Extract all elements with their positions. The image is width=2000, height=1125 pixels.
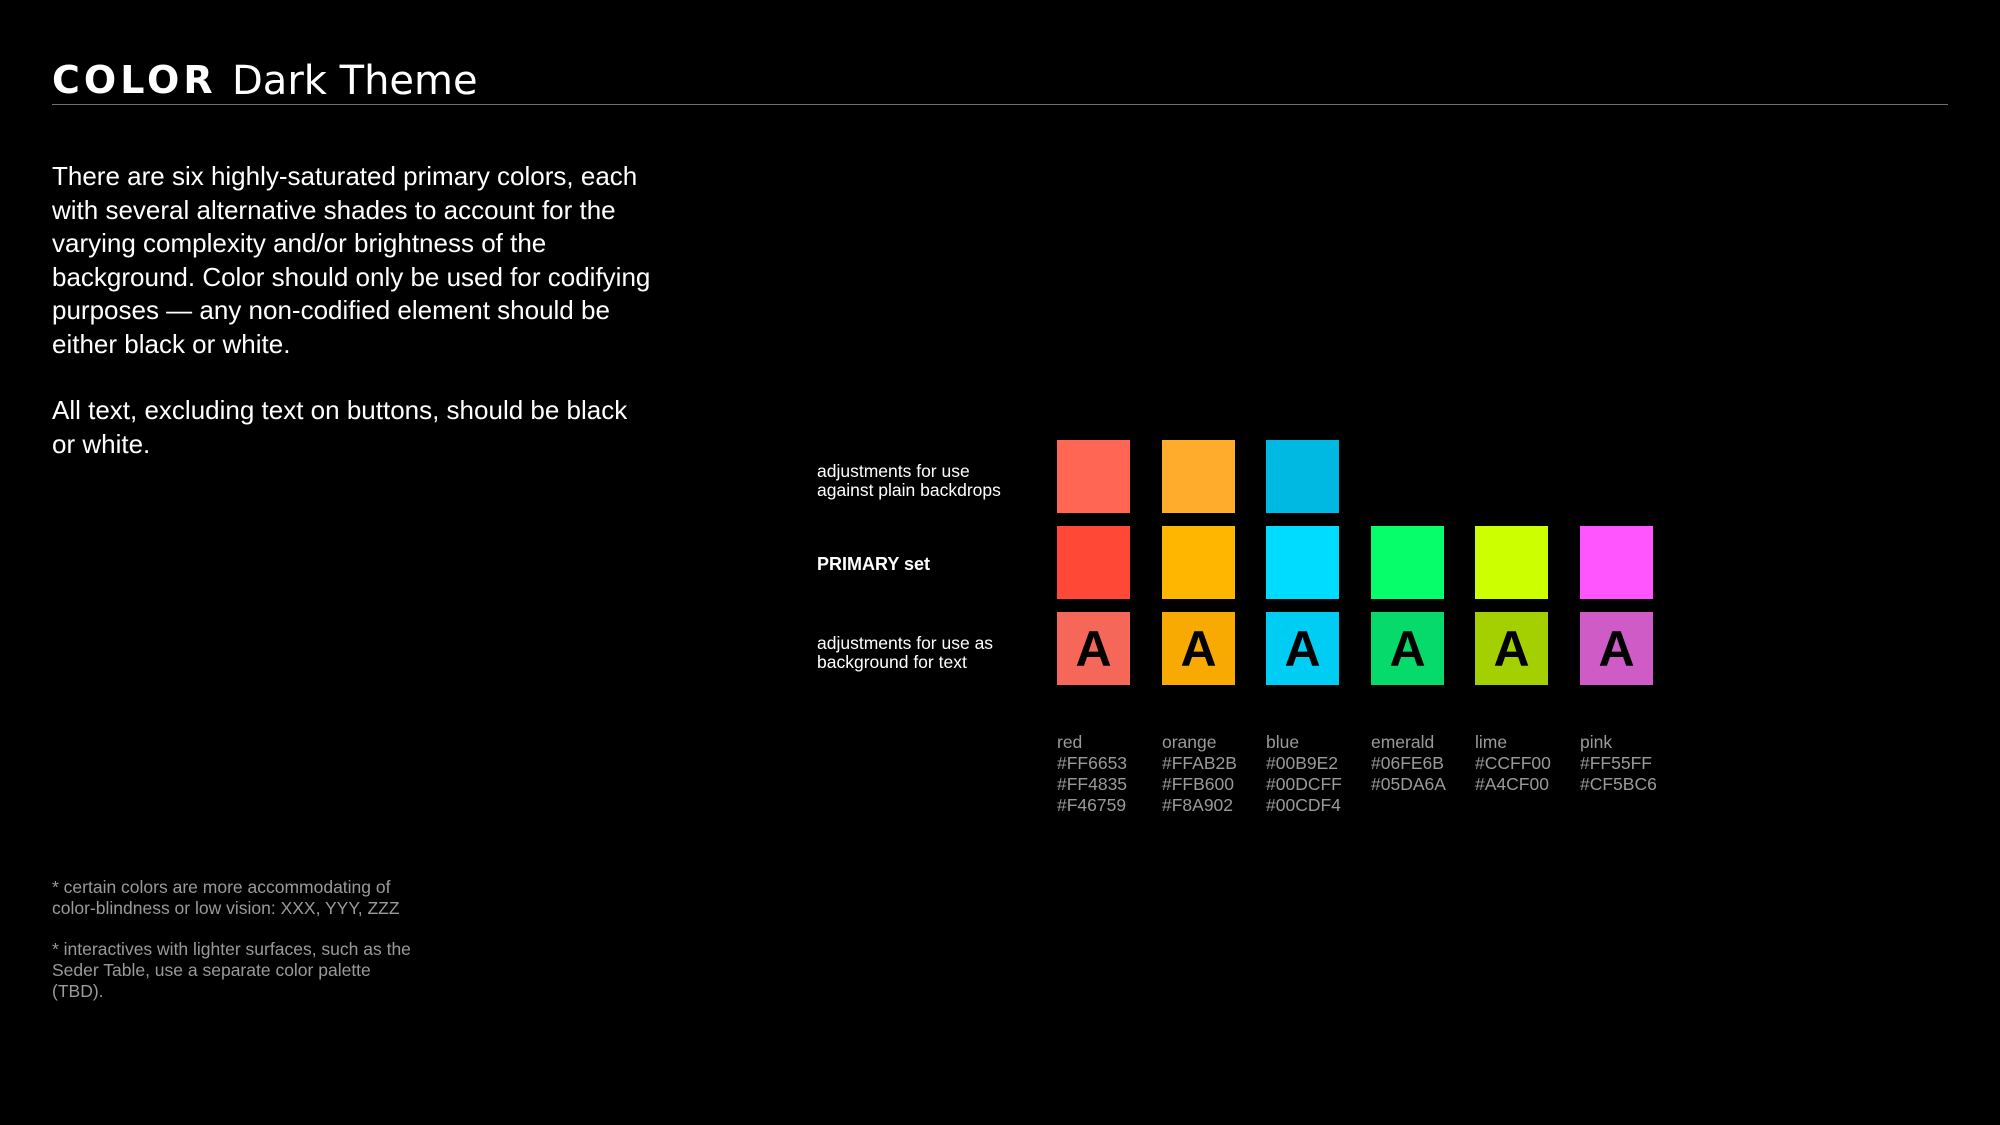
hex-plain: #FF6653 bbox=[1057, 753, 1128, 773]
footnotes: * certain colors are more accommodating … bbox=[52, 877, 412, 1022]
hex-text-bg: #F8A902 bbox=[1162, 795, 1234, 815]
emerald-color-info: emerald #06FE6B #05DA6A bbox=[1371, 732, 1471, 795]
sample-text-glyph: A bbox=[1075, 620, 1112, 677]
hex-primary: #06FE6B bbox=[1371, 753, 1444, 773]
section-subtitle: Dark Theme bbox=[232, 58, 478, 104]
orange-text-bg-swatch: A bbox=[1162, 612, 1235, 685]
hex-primary: #FFB600 bbox=[1162, 774, 1234, 794]
hex-text-bg: #05DA6A bbox=[1371, 774, 1446, 794]
red-color-info: red #FF6653 #FF4835 #F46759 bbox=[1057, 732, 1157, 816]
sample-text-glyph: A bbox=[1180, 620, 1217, 677]
color-name: emerald bbox=[1371, 732, 1435, 752]
orange-primary-swatch bbox=[1162, 526, 1235, 599]
blue-color-info: blue #00B9E2 #00DCFF #00CDF4 bbox=[1266, 732, 1366, 816]
sample-text-glyph: A bbox=[1389, 620, 1426, 677]
red-text-bg-swatch: A bbox=[1057, 612, 1130, 685]
footnote-2: * interactives with lighter surfaces, su… bbox=[52, 939, 411, 1001]
lime-text-bg-swatch: A bbox=[1475, 612, 1548, 685]
color-name: red bbox=[1057, 732, 1083, 752]
sample-text-glyph: A bbox=[1493, 620, 1530, 677]
hex-primary: #FF55FF bbox=[1580, 753, 1652, 773]
intro-paragraph-1: There are six highly-saturated primary c… bbox=[52, 161, 651, 359]
blue-plain-swatch bbox=[1266, 440, 1339, 513]
hex-text-bg: #CF5BC6 bbox=[1580, 774, 1657, 794]
row-label-text-line-2: background for text bbox=[817, 652, 967, 672]
row-label-primary-set: PRIMARY set bbox=[817, 554, 931, 574]
orange-color-info: orange #FFAB2B #FFB600 #F8A902 bbox=[1162, 732, 1262, 816]
row-label-plain-line-1: adjustments for use bbox=[817, 461, 970, 481]
color-name: pink bbox=[1580, 732, 1613, 752]
row-label-text-line-1: adjustments for use as bbox=[817, 633, 994, 653]
orange-plain-swatch bbox=[1162, 440, 1235, 513]
hex-plain: #FFAB2B bbox=[1162, 753, 1237, 773]
row-label-plain-line-2: against plain backdrops bbox=[817, 480, 1001, 500]
section-title: COLOR bbox=[52, 58, 217, 102]
pink-color-info: pink #FF55FF #CF5BC6 bbox=[1580, 732, 1680, 795]
pink-text-bg-swatch: A bbox=[1580, 612, 1653, 685]
emerald-text-bg-swatch: A bbox=[1371, 612, 1444, 685]
hex-primary: #00DCFF bbox=[1266, 774, 1342, 794]
header-divider bbox=[52, 104, 1948, 105]
blue-primary-swatch bbox=[1266, 526, 1339, 599]
color-name: orange bbox=[1162, 732, 1217, 752]
red-plain-swatch bbox=[1057, 440, 1130, 513]
color-name: blue bbox=[1266, 732, 1300, 752]
color-name: lime bbox=[1475, 732, 1508, 752]
sample-text-glyph: A bbox=[1598, 620, 1635, 677]
hex-text-bg: #00CDF4 bbox=[1266, 795, 1341, 815]
intro-text: There are six highly-saturated primary c… bbox=[52, 160, 652, 494]
lime-primary-swatch bbox=[1475, 526, 1548, 599]
intro-paragraph-2: All text, excluding text on buttons, sho… bbox=[52, 395, 628, 459]
row-label-plain-backdrops: adjustments for use against plain backdr… bbox=[817, 462, 1057, 500]
hex-plain: #00B9E2 bbox=[1266, 753, 1339, 773]
hex-primary: #FF4835 bbox=[1057, 774, 1128, 794]
sample-text-glyph: A bbox=[1284, 620, 1321, 677]
emerald-primary-swatch bbox=[1371, 526, 1444, 599]
pink-primary-swatch bbox=[1580, 526, 1653, 599]
red-primary-swatch bbox=[1057, 526, 1130, 599]
hex-text-bg: #F46759 bbox=[1057, 795, 1127, 815]
row-label-text-background: adjustments for use as background for te… bbox=[817, 634, 1057, 672]
hex-primary: #CCFF00 bbox=[1475, 753, 1551, 773]
page-header: COLOR Dark Theme bbox=[52, 56, 1948, 106]
hex-text-bg: #A4CF00 bbox=[1475, 774, 1549, 794]
lime-color-info: lime #CCFF00 #A4CF00 bbox=[1475, 732, 1575, 795]
blue-text-bg-swatch: A bbox=[1266, 612, 1339, 685]
footnote-1: * certain colors are more accommodating … bbox=[52, 877, 400, 918]
